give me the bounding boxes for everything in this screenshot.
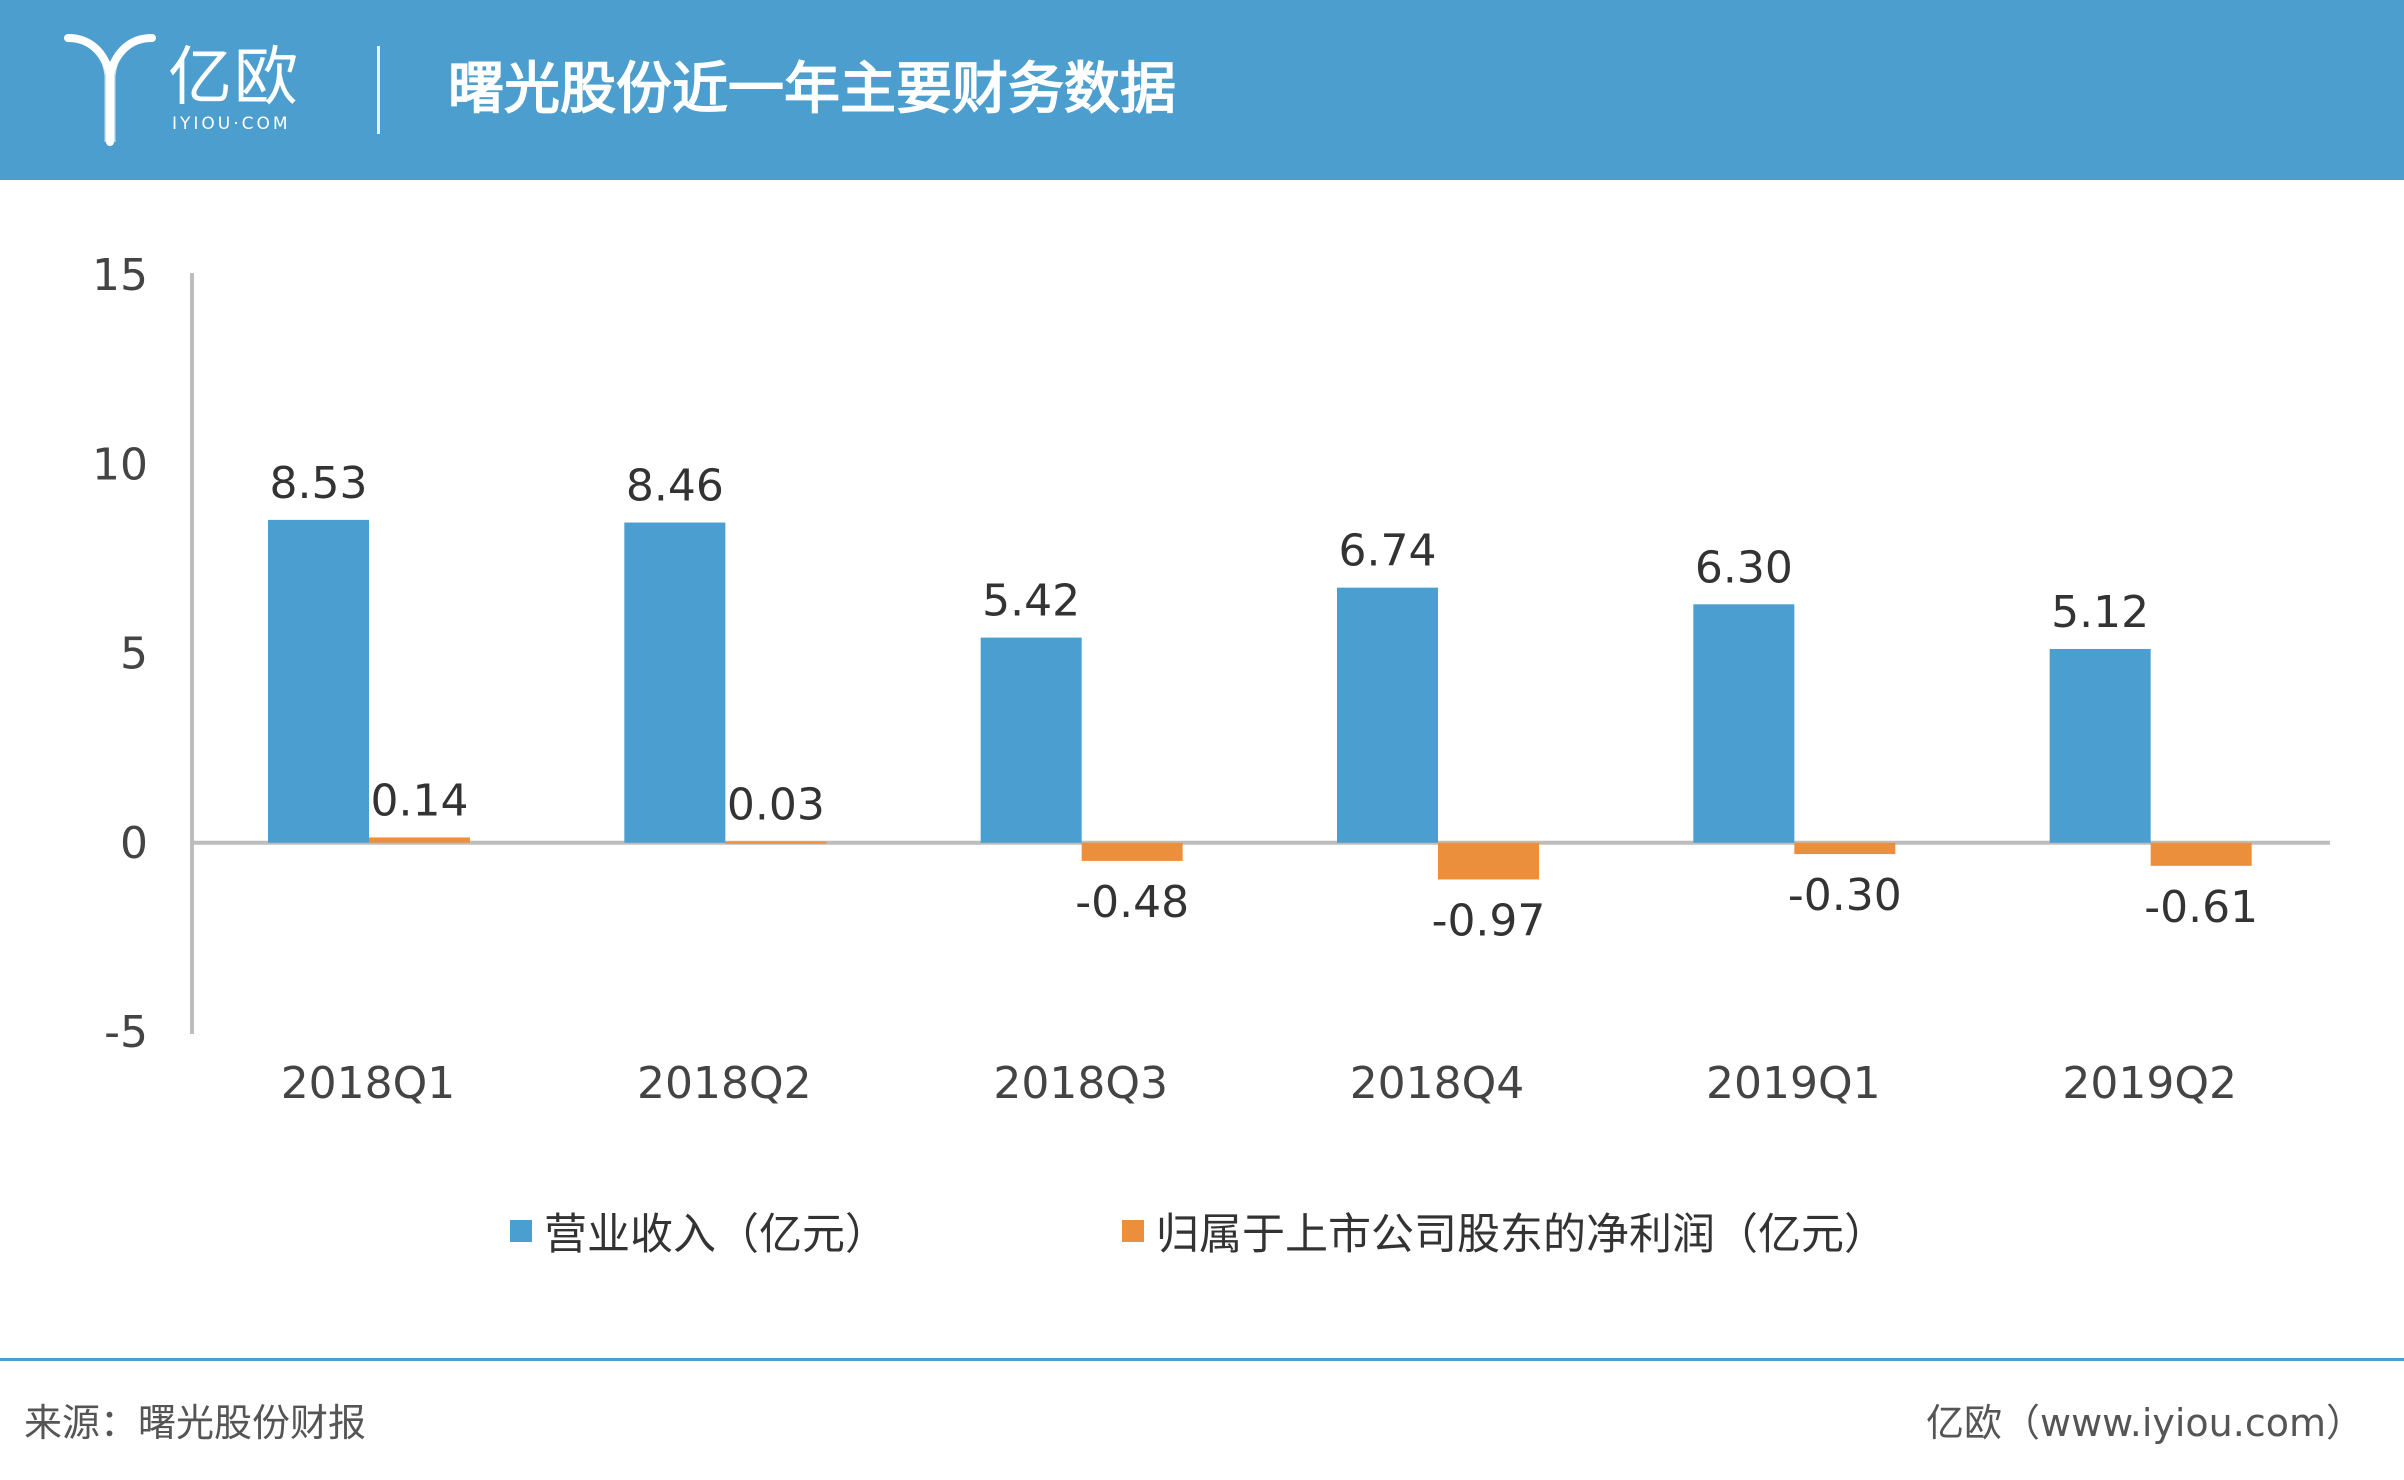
revenue-value-label: 6.30 bbox=[1695, 542, 1793, 593]
chart-title: 曙光股份近一年主要财务数据 bbox=[448, 57, 1176, 122]
y-tick-label: -5 bbox=[104, 1007, 148, 1058]
x-tick-label: 2019Q2 bbox=[2062, 1058, 2237, 1109]
revenue-bar bbox=[2049, 648, 2151, 843]
net-profit-bar bbox=[1794, 842, 1896, 855]
net-profit-bar bbox=[1081, 842, 1183, 861]
x-tick-label: 2018Q2 bbox=[637, 1058, 812, 1109]
y-tick-label: 15 bbox=[92, 250, 148, 301]
legend-item-revenue: 营业收入（亿元） bbox=[510, 1196, 888, 1266]
net-profit-value-label: 0.14 bbox=[371, 775, 469, 826]
legend-swatch-net-profit bbox=[1122, 1220, 1144, 1242]
bar-chart: -5 0 5 10 15 8.53 0.14 8.46 0.03 5.42 -0.48 6.74 -0… bbox=[92, 250, 2330, 1109]
net-profit-value-label: 0.03 bbox=[727, 780, 825, 831]
revenue-value-label: 8.53 bbox=[270, 458, 368, 509]
revenue-value-label: 5.12 bbox=[2051, 587, 2149, 638]
net-profit-bar bbox=[2150, 842, 2252, 866]
legend-label-revenue: 营业收入（亿元） bbox=[544, 1210, 888, 1260]
revenue-bar bbox=[1337, 587, 1438, 843]
revenue-bar bbox=[980, 637, 1082, 843]
revenue-value-label: 8.46 bbox=[626, 461, 724, 512]
revenue-value-label: 6.74 bbox=[1339, 526, 1437, 577]
net-profit-value-label: -0.30 bbox=[1788, 870, 1902, 921]
revenue-bar bbox=[268, 519, 369, 843]
revenue-bar bbox=[1693, 604, 1795, 843]
net-profit-bar bbox=[369, 837, 470, 843]
net-profit-value-label: -0.48 bbox=[1075, 877, 1189, 928]
x-tick-label: 2018Q1 bbox=[281, 1058, 456, 1109]
net-profit-value-label: -0.61 bbox=[2144, 882, 2258, 933]
revenue-bar bbox=[624, 522, 726, 843]
site-credit: 亿欧（www.iyiou.com） bbox=[1925, 1401, 2364, 1445]
legend-item-net-profit: 归属于上市公司股东的净利润（亿元） bbox=[1122, 1196, 1887, 1266]
x-tick-label: 2018Q3 bbox=[993, 1058, 1168, 1109]
iyiou-logo-icon bbox=[64, 34, 156, 146]
y-tick-label: 0 bbox=[120, 818, 148, 869]
logo-subtext: IYIOU·COM bbox=[172, 114, 291, 134]
y-tick-label: 5 bbox=[120, 629, 148, 680]
net-profit-value-label: -0.97 bbox=[1432, 895, 1546, 946]
logo-text: 亿欧 bbox=[168, 41, 300, 115]
net-profit-bar bbox=[725, 841, 827, 844]
x-tick-label: 2019Q1 bbox=[1706, 1058, 1881, 1109]
source-note: 来源：曙光股份财报 bbox=[24, 1401, 367, 1445]
header-bar: 亿欧 IYIOU·COM 曙光股份近一年主要财务数据 bbox=[0, 0, 2404, 180]
chart-legend: 营业收入（亿元） 归属于上市公司股东的净利润（亿元） bbox=[0, 1196, 2404, 1266]
iyiou-logo: 亿欧 IYIOU·COM bbox=[60, 30, 320, 150]
legend-swatch-revenue bbox=[510, 1220, 532, 1242]
header-divider bbox=[377, 46, 380, 134]
footer-divider bbox=[0, 1358, 2404, 1361]
x-tick-label: 2018Q4 bbox=[1350, 1058, 1525, 1109]
revenue-value-label: 5.42 bbox=[982, 576, 1080, 627]
y-tick-label: 10 bbox=[92, 439, 148, 490]
net-profit-bar bbox=[1438, 842, 1539, 880]
legend-label-net-profit: 归属于上市公司股东的净利润（亿元） bbox=[1156, 1210, 1887, 1260]
